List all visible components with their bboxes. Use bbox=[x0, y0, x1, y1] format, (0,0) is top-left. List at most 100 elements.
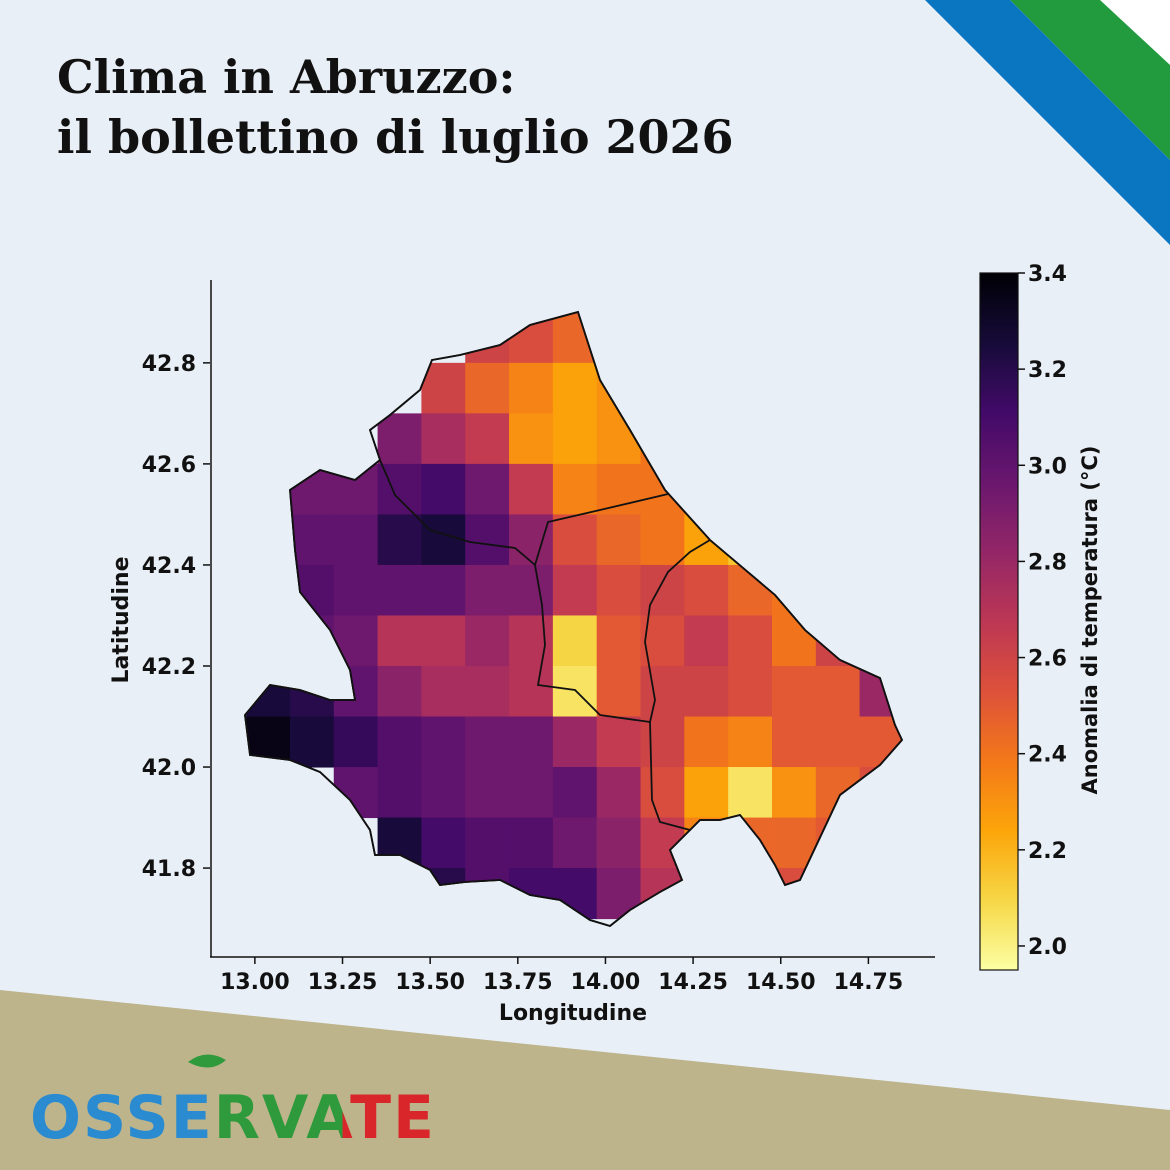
heat-cell bbox=[728, 767, 773, 819]
heat-cell bbox=[509, 514, 554, 566]
y-tick-label: 42.2 bbox=[142, 655, 196, 680]
title-line: il bollettino di luglio 2026 bbox=[57, 110, 734, 164]
colorbar bbox=[979, 272, 1019, 971]
heat-cell bbox=[465, 716, 510, 768]
heat-cell bbox=[640, 463, 685, 515]
heat-cell bbox=[596, 665, 642, 718]
heat-cell bbox=[771, 615, 817, 667]
heat-cell bbox=[596, 817, 642, 869]
heat-cell bbox=[465, 312, 510, 364]
region-outline bbox=[244, 310, 904, 927]
heat-cell bbox=[596, 767, 642, 819]
y-tick-label: 41.8 bbox=[142, 857, 196, 882]
colorbar-tick-label: 2.6 bbox=[1028, 647, 1067, 672]
y-tick-label: 42.4 bbox=[142, 554, 196, 579]
colorbar-label: Anomalia di temperatura (°C) bbox=[1078, 445, 1102, 794]
heat-cell bbox=[509, 817, 554, 869]
heat-cell bbox=[684, 514, 729, 566]
heat-cell bbox=[640, 767, 685, 819]
x-tick-label: 13.25 bbox=[308, 970, 378, 995]
y-tick-label: 42.0 bbox=[142, 756, 196, 781]
heat-cell bbox=[684, 463, 729, 515]
x-tick-label: 14.00 bbox=[571, 970, 641, 995]
heat-cell bbox=[421, 615, 466, 667]
heat-cell bbox=[596, 463, 642, 515]
x-tick-label: 13.75 bbox=[483, 970, 553, 995]
heat-cell bbox=[596, 716, 642, 768]
heat-cell bbox=[465, 514, 510, 566]
heat-cell bbox=[552, 463, 598, 515]
heat-cell bbox=[640, 413, 685, 465]
colorbar-tick-label: 2.0 bbox=[1028, 935, 1067, 960]
heat-cell bbox=[728, 564, 773, 616]
heat-cell bbox=[552, 514, 598, 566]
heat-cell bbox=[771, 665, 817, 718]
heat-cell bbox=[771, 868, 817, 920]
heat-cell bbox=[596, 564, 642, 616]
heat-cell bbox=[333, 716, 379, 768]
heat-cell bbox=[596, 514, 642, 566]
x-tick-label: 13.00 bbox=[220, 970, 290, 995]
heat-cell bbox=[509, 413, 554, 465]
heat-cell bbox=[640, 868, 685, 920]
logo: OSSERVATE bbox=[30, 1083, 436, 1153]
heat-cell bbox=[596, 868, 642, 920]
heatmap bbox=[246, 312, 902, 920]
heat-cell bbox=[465, 413, 510, 465]
heat-cell bbox=[552, 716, 598, 768]
x-tick-label: 14.75 bbox=[834, 970, 904, 995]
heat-cell bbox=[509, 362, 554, 414]
heat-cell bbox=[421, 362, 466, 414]
x-tick-label: 13.50 bbox=[395, 970, 465, 995]
heat-cell bbox=[859, 665, 902, 718]
heat-cell bbox=[552, 767, 598, 819]
province-border bbox=[644, 539, 711, 831]
heat-cell bbox=[246, 665, 291, 718]
heat-cell bbox=[815, 665, 861, 718]
colorbar-tick-label: 2.2 bbox=[1028, 839, 1067, 864]
heat-cell bbox=[728, 615, 773, 667]
heat-cell bbox=[421, 463, 466, 515]
y-tick-label: 42.6 bbox=[142, 453, 196, 478]
heat-cell bbox=[815, 817, 861, 869]
heat-cell bbox=[684, 817, 729, 869]
heat-cell bbox=[421, 514, 466, 566]
colorbar-tick-label: 3.4 bbox=[1028, 262, 1067, 287]
heat-cell bbox=[421, 665, 466, 718]
heat-cell bbox=[377, 514, 422, 566]
heat-cell bbox=[421, 817, 466, 869]
province-border bbox=[379, 459, 651, 723]
bottom-band bbox=[0, 990, 1170, 1170]
heat-cell bbox=[333, 615, 379, 667]
heat-cell bbox=[640, 514, 685, 566]
heat-cell bbox=[333, 665, 379, 718]
heat-cell bbox=[421, 868, 466, 920]
heat-cell bbox=[333, 463, 379, 515]
heat-cell bbox=[465, 463, 510, 515]
heat-cell bbox=[465, 817, 510, 869]
heat-cell bbox=[552, 665, 598, 718]
heat-cell bbox=[640, 716, 685, 768]
heat-cell bbox=[465, 767, 510, 819]
heat-cell bbox=[684, 767, 729, 819]
heat-cell bbox=[815, 716, 861, 768]
heat-cell bbox=[728, 514, 773, 566]
heat-cell bbox=[728, 716, 773, 768]
title-line: Clima in Abruzzo: bbox=[57, 50, 515, 104]
heat-cell bbox=[684, 868, 729, 920]
x-axis-label: Longitudine bbox=[499, 1001, 647, 1026]
heat-cell bbox=[684, 716, 729, 768]
heat-cell bbox=[377, 665, 422, 718]
heat-cell bbox=[859, 716, 902, 768]
heat-cell bbox=[377, 615, 422, 667]
heat-cell bbox=[333, 514, 379, 566]
heat-cell bbox=[596, 362, 642, 414]
heat-cell bbox=[684, 665, 729, 718]
heat-cell bbox=[465, 868, 510, 920]
heat-cell bbox=[333, 564, 379, 616]
heat-cell bbox=[552, 817, 598, 869]
corner-blue bbox=[925, 0, 1170, 245]
heat-cell bbox=[640, 564, 685, 616]
x-tick-label: 14.50 bbox=[746, 970, 816, 995]
